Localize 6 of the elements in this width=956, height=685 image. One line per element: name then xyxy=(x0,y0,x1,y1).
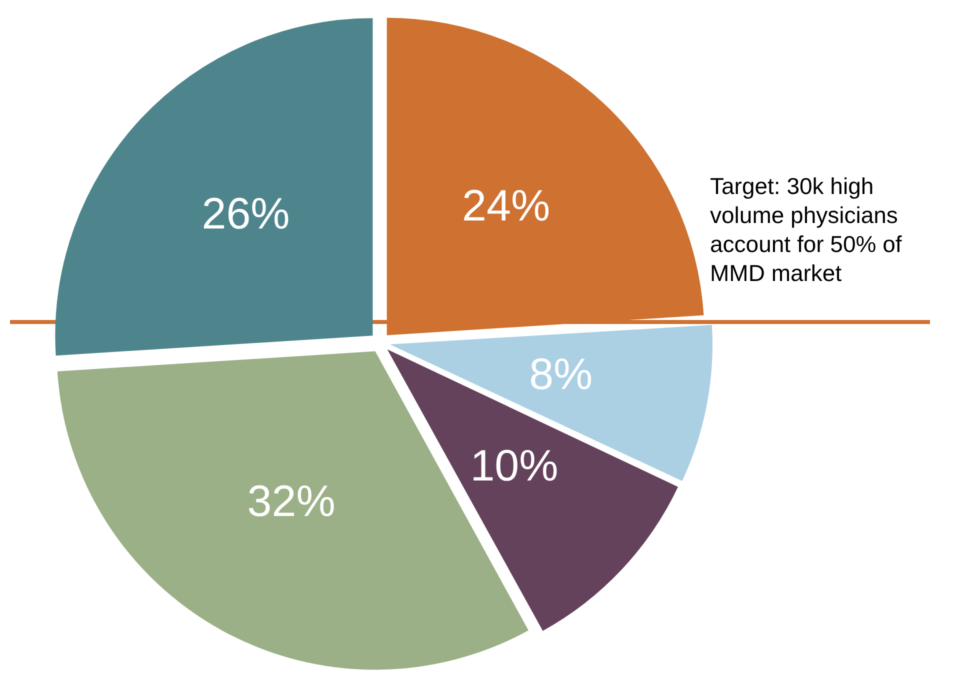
text: Target: 30k high volume physicians account for 50% of MMD market xyxy=(710,172,903,288)
data-label: 32% xyxy=(247,477,336,526)
data-label: 26% xyxy=(202,190,290,239)
data-label: 24% xyxy=(462,181,550,230)
data-label: 10% xyxy=(470,442,558,491)
data-label: 8% xyxy=(529,350,593,400)
